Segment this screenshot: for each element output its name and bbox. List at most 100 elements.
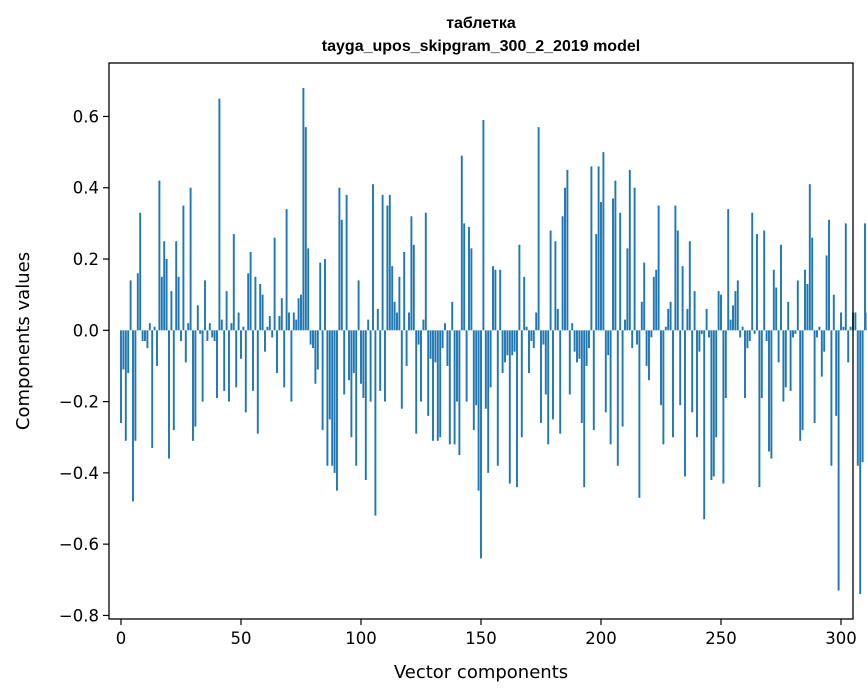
bar-29	[189, 187, 192, 331]
bar-151	[482, 120, 485, 331]
bar-123	[415, 330, 418, 434]
bar-33	[199, 330, 202, 334]
bar-228	[667, 308, 670, 331]
bar-204	[609, 330, 612, 445]
bar-63	[271, 330, 274, 338]
bar-110	[384, 330, 386, 402]
bar-277	[784, 330, 787, 388]
bar-245	[708, 330, 710, 338]
bar-107	[376, 308, 379, 331]
bar-124	[417, 330, 420, 345]
bar-88	[331, 330, 334, 466]
bar-20	[168, 330, 170, 459]
bar-222	[652, 276, 655, 331]
plot-frame	[108, 62, 854, 620]
bar-116	[398, 276, 401, 331]
bar-274	[777, 330, 780, 363]
bar-129	[429, 330, 432, 359]
bar-53	[247, 273, 250, 331]
bar-85	[324, 259, 326, 331]
bar-17	[160, 276, 163, 331]
bar-238	[691, 330, 694, 413]
bar-130	[432, 330, 434, 441]
bar-47	[232, 234, 235, 331]
bar-187	[568, 330, 571, 395]
bar-103	[367, 319, 370, 331]
bar-61	[266, 326, 269, 331]
bar-156	[494, 269, 497, 331]
bar-68	[283, 330, 286, 388]
x-axis-ticks: 0 50 100 150 200 250 300	[116, 619, 857, 648]
bar-65	[276, 330, 278, 374]
bar-162	[508, 330, 511, 484]
bar-104	[369, 330, 372, 402]
bar-139	[453, 330, 456, 445]
bar-137	[448, 330, 451, 445]
bar-230	[672, 330, 674, 438]
y-tick-label: −0.8	[59, 606, 99, 625]
bar-135	[444, 323, 446, 331]
bar-14	[153, 326, 156, 331]
bar-260	[744, 330, 746, 399]
bar-190	[576, 330, 578, 363]
bar-271	[770, 330, 773, 459]
bar-87	[328, 330, 331, 420]
y-tick-label: 0.4	[73, 179, 99, 198]
bar-4	[129, 280, 132, 331]
bar-141	[458, 330, 461, 456]
bar-24	[177, 276, 180, 331]
bar-109	[381, 194, 384, 331]
bar-220	[648, 330, 650, 381]
y-tick-label: 0.0	[73, 321, 99, 340]
bar-279	[789, 330, 792, 391]
bar-106	[374, 330, 377, 516]
bar-191	[578, 330, 581, 359]
bar-100	[360, 330, 362, 384]
bar-194	[585, 330, 588, 366]
bar-142	[460, 155, 463, 331]
bar-144	[465, 330, 468, 402]
bar-241	[698, 330, 701, 352]
bar-218	[643, 262, 646, 331]
bar-236	[686, 308, 689, 331]
bar-269	[765, 330, 768, 341]
bar-263	[751, 212, 754, 331]
bar-171	[530, 330, 533, 341]
bar-193	[583, 330, 586, 488]
bar-237	[688, 241, 691, 331]
bar-224	[657, 205, 660, 331]
bar-91	[338, 187, 341, 331]
bar-195	[588, 330, 590, 349]
x-tick-label: 200	[585, 629, 617, 648]
bar-172	[532, 330, 535, 349]
bar-40	[216, 330, 218, 399]
bar-203	[607, 330, 610, 356]
bar-35	[204, 280, 206, 331]
bar-265	[756, 234, 758, 331]
bar-184	[561, 216, 564, 331]
bar-225	[660, 330, 662, 406]
bar-217	[640, 301, 643, 331]
bar-80	[312, 330, 314, 349]
bar-6	[134, 330, 137, 441]
bar-19	[165, 259, 168, 331]
bar-119	[405, 330, 408, 366]
bar-145	[468, 226, 470, 331]
bar-66	[278, 316, 281, 331]
bar-300	[840, 312, 842, 331]
bar-126	[422, 319, 425, 331]
bar-303	[847, 330, 850, 363]
bar-310	[864, 223, 866, 331]
bar-159	[501, 330, 504, 374]
bar-181	[554, 241, 557, 331]
bar-239	[693, 291, 696, 331]
bar-105	[372, 184, 374, 331]
bar-52	[244, 330, 247, 413]
bar-45	[228, 330, 230, 402]
bar-164	[513, 330, 516, 352]
bar-136	[446, 330, 449, 366]
bar-186	[566, 169, 569, 331]
bar-174	[537, 127, 540, 331]
bar-95	[348, 330, 350, 381]
